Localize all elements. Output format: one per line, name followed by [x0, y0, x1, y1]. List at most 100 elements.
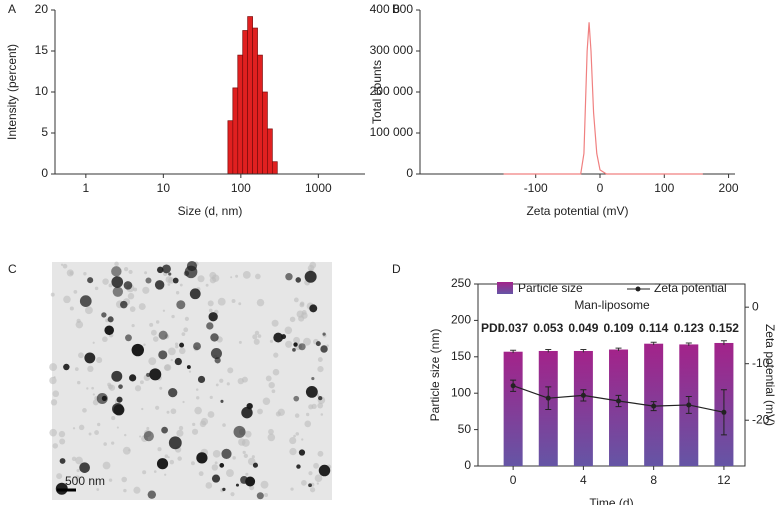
pdi-label: 0.053 [533, 321, 563, 335]
texture [52, 390, 60, 398]
texture [268, 381, 275, 389]
particle [168, 272, 172, 276]
y-tick-label: 250 [451, 276, 471, 290]
y-tick-label: 50 [458, 422, 472, 436]
error-bar [615, 347, 622, 351]
particle [59, 458, 66, 464]
texture [103, 442, 107, 446]
texture [214, 461, 218, 465]
error-bar [720, 340, 727, 346]
particle [79, 295, 92, 308]
texture [148, 357, 157, 366]
particle [292, 348, 296, 352]
particle [147, 490, 157, 499]
y-axis-title: Intensity (percent) [5, 44, 19, 140]
particle [245, 476, 256, 487]
texture [198, 471, 204, 477]
texture [293, 434, 296, 438]
texture [256, 298, 265, 307]
texture [152, 336, 159, 342]
texture [164, 454, 169, 458]
texture [244, 430, 252, 438]
pdi-label: 0.109 [604, 321, 634, 335]
texture [123, 488, 127, 493]
texture [219, 378, 224, 383]
texture [183, 327, 189, 333]
particle [318, 464, 331, 477]
texture [290, 487, 294, 491]
texture [293, 297, 299, 303]
texture [313, 462, 319, 469]
texture [164, 473, 167, 476]
texture [92, 399, 99, 406]
particle [241, 406, 253, 419]
texture [289, 436, 297, 445]
particle [84, 352, 96, 364]
y-tick-label: 0 [464, 458, 471, 472]
bar [242, 30, 248, 175]
texture [144, 271, 148, 275]
texture [301, 438, 304, 441]
texture [226, 382, 230, 386]
pdi-label: 0.114 [639, 321, 669, 335]
texture [176, 429, 184, 437]
bar [257, 54, 263, 175]
particle [101, 312, 107, 318]
texture [265, 375, 272, 382]
particle [125, 334, 132, 342]
texture [155, 320, 160, 324]
axis-line [54, 10, 365, 175]
texture [138, 303, 146, 311]
texture [226, 469, 234, 477]
particle [256, 492, 264, 500]
texture [56, 473, 63, 480]
texture [243, 453, 249, 459]
texture [255, 273, 261, 280]
texture [149, 322, 154, 327]
texture [205, 482, 213, 489]
texture [155, 405, 160, 410]
texture [122, 446, 131, 455]
pdi-title: PDI [481, 321, 501, 335]
texture [91, 386, 94, 390]
particle [87, 277, 94, 284]
texture [133, 486, 141, 494]
particle [176, 300, 186, 310]
y-axis-title: Total counts [370, 60, 384, 124]
particle [129, 374, 137, 382]
particle [116, 396, 123, 403]
y-axis-title: Particle size (nm) [428, 329, 442, 422]
panel-label: A [8, 2, 16, 16]
particle [168, 436, 182, 450]
y-tick-label: 5 [41, 125, 48, 139]
y-tick-label: 0 [41, 166, 48, 180]
texture [227, 367, 234, 374]
texture [141, 407, 144, 411]
particle [113, 404, 125, 416]
particle [154, 280, 165, 290]
y-tick-label: 300 000 [370, 43, 414, 57]
texture [184, 316, 189, 321]
texture [295, 432, 300, 436]
texture [191, 428, 199, 435]
texture [238, 340, 242, 344]
texture [75, 320, 84, 329]
texture [102, 336, 108, 343]
point [651, 403, 657, 409]
bar [267, 128, 273, 175]
particle [158, 330, 168, 340]
texture [242, 450, 246, 455]
texture [195, 388, 199, 391]
x-tick-label: 0 [510, 473, 517, 487]
texture [140, 380, 144, 385]
particle [305, 385, 318, 398]
particle [79, 462, 90, 473]
texture [134, 385, 142, 392]
texture [252, 334, 258, 340]
texture [94, 430, 99, 435]
point [580, 392, 586, 398]
texture [49, 428, 57, 437]
particle [285, 273, 293, 281]
texture [230, 492, 235, 497]
texture [76, 380, 81, 385]
